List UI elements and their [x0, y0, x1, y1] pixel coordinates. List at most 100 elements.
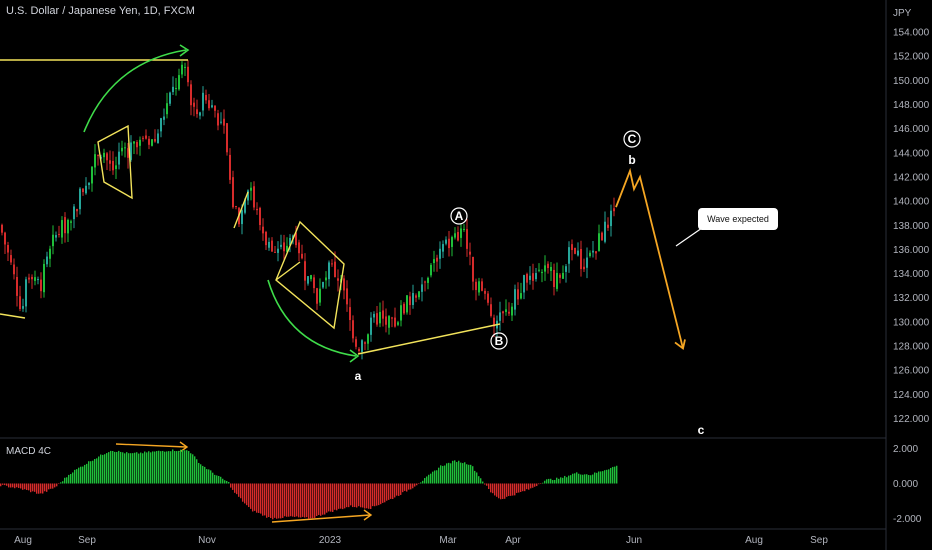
- macd-bar: [190, 453, 192, 484]
- macd-tick-label: -2.000: [893, 514, 922, 525]
- macd-bar: [574, 473, 576, 484]
- macd-bar: [28, 483, 30, 491]
- candle-body: [451, 237, 453, 247]
- macd-bar: [80, 466, 82, 484]
- trend-line-left: [0, 313, 26, 319]
- macd-bar: [530, 483, 532, 489]
- macd-bar: [410, 483, 412, 490]
- macd-bar: [308, 483, 310, 519]
- candle-body: [94, 154, 96, 168]
- candle-body: [574, 247, 576, 254]
- candle-body: [334, 261, 336, 278]
- macd-bar: [514, 483, 516, 496]
- candle-body: [214, 105, 216, 111]
- macd-bar: [396, 483, 398, 496]
- macd-bar: [320, 483, 322, 516]
- macd-bar: [254, 483, 256, 511]
- macd-bar: [414, 483, 416, 487]
- candle-body: [82, 188, 84, 193]
- macd-bar: [230, 483, 232, 488]
- candle-body: [520, 293, 522, 299]
- curved-arrow-top-head: [179, 44, 190, 57]
- price-tick-label: 128.000: [893, 342, 930, 353]
- candle-body: [526, 273, 528, 283]
- macd-div-bottom: [271, 514, 371, 523]
- macd-bar: [432, 471, 434, 484]
- macd-bar: [614, 466, 616, 484]
- candle-body: [88, 182, 90, 186]
- macd-bar: [400, 483, 402, 495]
- time-axis[interactable]: Aug Sep Nov 2023 Mar Apr Jun Aug Sep: [14, 535, 828, 546]
- wave-c-label: c: [698, 423, 705, 437]
- candle-body: [430, 264, 432, 276]
- macd-bar: [276, 483, 278, 519]
- macd-bar: [370, 483, 372, 509]
- candle-body: [376, 313, 378, 325]
- macd-bar: [242, 483, 244, 502]
- chart-title: U.S. Dollar / Japanese Yen, 1D, FXCM: [6, 5, 195, 17]
- macd-bar: [360, 483, 362, 508]
- macd-bar: [204, 466, 206, 484]
- macd-bar: [554, 479, 556, 484]
- macd-bar: [468, 464, 470, 484]
- price-tick-label: 130.000: [893, 317, 930, 328]
- macd-bar: [564, 475, 566, 484]
- macd-bar: [92, 460, 94, 484]
- wave-A-circle: [450, 207, 468, 225]
- macd-bar: [18, 483, 20, 488]
- macd-bar: [8, 483, 10, 488]
- macd-bar: [286, 483, 288, 517]
- macd-bar: [346, 483, 348, 508]
- time-tick-label: Sep: [810, 535, 828, 546]
- macd-bar: [470, 464, 472, 484]
- price-axis[interactable]: JPY 154.000 152.000 150.000 148.000 146.000 1…: [893, 8, 930, 425]
- macd-bar: [60, 482, 62, 484]
- macd-bar: [214, 474, 216, 484]
- candle-body: [508, 311, 510, 314]
- candle-body: [523, 275, 525, 293]
- macd-bar: [100, 454, 102, 484]
- candle-body: [307, 276, 309, 284]
- macd-bar: [224, 480, 226, 484]
- macd-bar: [428, 474, 430, 484]
- projection-arrowhead: [674, 339, 686, 351]
- macd-bar: [536, 483, 538, 487]
- macd-bar: [126, 452, 128, 484]
- candle-body: [250, 187, 252, 191]
- macd-bar: [90, 461, 92, 484]
- macd-bar: [180, 449, 182, 484]
- macd-bar: [274, 483, 276, 518]
- macd-bar: [326, 483, 328, 513]
- candle-body: [517, 289, 519, 300]
- candle-body: [397, 322, 399, 325]
- candle-body: [529, 275, 531, 280]
- candle-body: [532, 273, 534, 281]
- projection-line: [615, 167, 684, 349]
- candle-body: [259, 207, 261, 226]
- candle-body: [481, 281, 483, 291]
- candle-body: [367, 334, 369, 344]
- candle-body: [241, 210, 243, 225]
- candle-body: [193, 102, 195, 107]
- candle-body: [85, 185, 87, 194]
- macd-bar: [198, 462, 200, 484]
- macd-bar: [492, 483, 494, 494]
- candle-body: [613, 208, 615, 212]
- macd-bar: [454, 460, 456, 484]
- macd-bar: [152, 451, 154, 484]
- candle-body: [337, 278, 339, 281]
- candle-body: [415, 295, 417, 298]
- candle-body: [514, 289, 516, 310]
- macd-bar: [330, 483, 332, 512]
- macd-bar: [388, 483, 390, 500]
- macd-histogram: [0, 449, 618, 520]
- candle-body: [67, 219, 69, 234]
- macd-bar: [176, 451, 178, 484]
- macd-bar: [194, 456, 196, 484]
- candle-body: [109, 160, 111, 164]
- candle-body: [460, 228, 462, 238]
- annotation-callout[interactable]: Wave expected: [698, 208, 778, 230]
- macd-bar: [46, 483, 48, 492]
- macd-bar: [440, 465, 442, 484]
